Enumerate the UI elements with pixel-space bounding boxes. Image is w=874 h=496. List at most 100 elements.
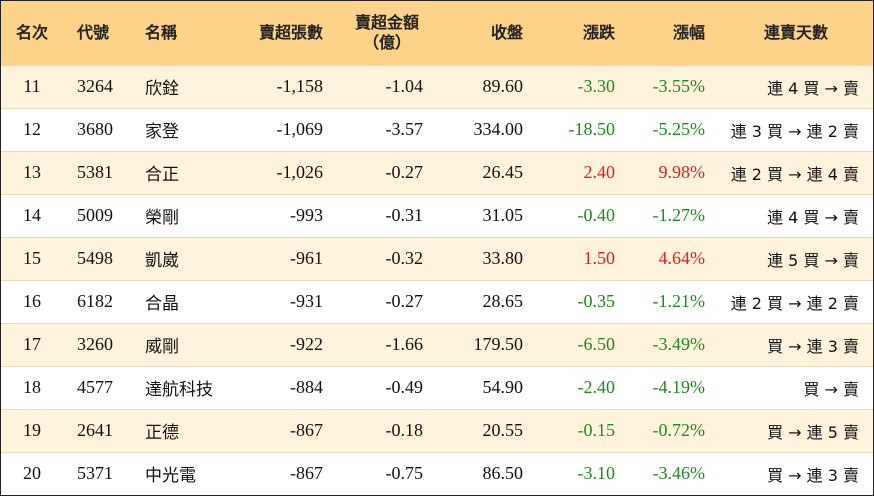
- cell-close: 20.55: [437, 408, 537, 452]
- cell-name: 榮剛: [133, 193, 237, 237]
- header-net-sell-amount: 賣超金額 （億）: [337, 1, 437, 65]
- table-row: 15 5498 凱崴 -961 -0.32 33.80 1.50 4.64% 連 5 買 → 賣: [1, 236, 873, 280]
- header-net-sell-lots: 賣超張數: [258, 22, 323, 42]
- cell-net-sell-amount: -0.75: [337, 451, 437, 495]
- cell-streak: 連 4 買 → 賣: [719, 64, 873, 108]
- cell-net-sell-amount: -0.27: [337, 279, 437, 323]
- cell-net-sell-lots: -922: [237, 322, 337, 366]
- cell-change-pct: -3.55%: [629, 64, 719, 108]
- header-net-sell-amount-line2: （億）: [362, 32, 411, 52]
- header-rank: 名次: [15, 22, 48, 42]
- cell-streak: 買 → 賣: [719, 365, 873, 409]
- cell-rank: 11: [1, 64, 63, 108]
- table-row: 17 3260 威剛 -922 -1.66 179.50 -6.50 -3.49% 買 → 連 …: [1, 322, 873, 366]
- cell-net-sell-lots: -993: [237, 193, 337, 237]
- cell-net-sell-lots: -931: [237, 279, 337, 323]
- cell-name: 合正: [133, 150, 237, 194]
- cell-rank: 12: [1, 107, 63, 151]
- cell-rank: 20: [1, 451, 63, 495]
- cell-change: -3.10: [537, 451, 629, 495]
- table-row: 18 4577 達航科技 -884 -0.49 54.90 -2.40 -4.19% 買 → 賣: [1, 365, 873, 409]
- cell-code: 3260: [63, 322, 133, 366]
- cell-net-sell-lots: -1,026: [237, 150, 337, 194]
- cell-name: 正德: [133, 408, 237, 452]
- cell-close: 334.00: [437, 107, 537, 151]
- cell-change-pct: -1.27%: [629, 193, 719, 237]
- cell-change: -0.40: [537, 193, 629, 237]
- cell-net-sell-amount: -0.32: [337, 236, 437, 280]
- cell-change: -0.35: [537, 279, 629, 323]
- cell-net-sell-lots: -867: [237, 408, 337, 452]
- cell-code: 5009: [63, 193, 133, 237]
- cell-rank: 13: [1, 150, 63, 194]
- cell-rank: 15: [1, 236, 63, 280]
- cell-net-sell-amount: -0.31: [337, 193, 437, 237]
- cell-change: 2.40: [537, 150, 629, 194]
- cell-change: -0.15: [537, 408, 629, 452]
- cell-net-sell-lots: -1,069: [237, 107, 337, 151]
- header-net-sell-amount-line1: 賣超金額: [354, 12, 419, 32]
- cell-change-pct: 9.98%: [629, 150, 719, 194]
- cell-code: 5381: [63, 150, 133, 194]
- cell-net-sell-lots: -867: [237, 451, 337, 495]
- cell-change: -3.30: [537, 64, 629, 108]
- cell-net-sell-lots: -884: [237, 365, 337, 409]
- cell-streak: 連 4 買 → 賣: [719, 193, 873, 237]
- cell-streak: 連 5 買 → 賣: [719, 236, 873, 280]
- table-row: 12 3680 家登 -1,069 -3.57 334.00 -18.50 -5.25% 連 3…: [1, 107, 873, 151]
- table-row: 19 2641 正德 -867 -0.18 20.55 -0.15 -0.72% 買 → 連 5…: [1, 408, 873, 452]
- cell-streak: 連 2 買 → 連 2 賣: [719, 279, 873, 323]
- cell-net-sell-amount: -3.57: [337, 107, 437, 151]
- cell-name: 家登: [133, 107, 237, 151]
- cell-change: -6.50: [537, 322, 629, 366]
- cell-net-sell-lots: -1,158: [237, 64, 337, 108]
- header-change: 漲跌: [582, 22, 615, 42]
- cell-net-sell-amount: -0.49: [337, 365, 437, 409]
- cell-close: 26.45: [437, 150, 537, 194]
- cell-close: 89.60: [437, 64, 537, 108]
- cell-rank: 17: [1, 322, 63, 366]
- table-row: 16 6182 合晶 -931 -0.27 28.65 -0.35 -1.21% 連 2 買 →…: [1, 279, 873, 323]
- cell-code: 5498: [63, 236, 133, 280]
- header-name: 名稱: [145, 22, 178, 42]
- table-row: 14 5009 榮剛 -993 -0.31 31.05 -0.40 -1.27% 連 4 買 →…: [1, 193, 873, 237]
- header-streak: 連賣天數: [763, 22, 828, 42]
- cell-net-sell-amount: -0.18: [337, 408, 437, 452]
- cell-streak: 連 3 買 → 連 2 賣: [719, 107, 873, 151]
- cell-change-pct: -3.49%: [629, 322, 719, 366]
- cell-code: 5371: [63, 451, 133, 495]
- header-change-pct: 漲幅: [672, 22, 705, 42]
- cell-name: 中光電: [133, 451, 237, 495]
- cell-change: -2.40: [537, 365, 629, 409]
- cell-name: 合晶: [133, 279, 237, 323]
- cell-change-pct: 4.64%: [629, 236, 719, 280]
- cell-net-sell-amount: -0.27: [337, 150, 437, 194]
- cell-rank: 18: [1, 365, 63, 409]
- cell-rank: 14: [1, 193, 63, 237]
- cell-code: 3264: [63, 64, 133, 108]
- cell-close: 54.90: [437, 365, 537, 409]
- cell-code: 3680: [63, 107, 133, 151]
- cell-change-pct: -3.46%: [629, 451, 719, 495]
- cell-change: 1.50: [537, 236, 629, 280]
- header-code: 代號: [77, 22, 110, 42]
- cell-close: 86.50: [437, 451, 537, 495]
- cell-change-pct: -0.72%: [629, 408, 719, 452]
- cell-name: 達航科技: [133, 365, 237, 409]
- table-row: 20 5371 中光電 -867 -0.75 86.50 -3.10 -3.46% 買 → 連 …: [1, 451, 873, 495]
- cell-rank: 16: [1, 279, 63, 323]
- cell-net-sell-amount: -1.66: [337, 322, 437, 366]
- table-row: 13 5381 合正 -1,026 -0.27 26.45 2.40 9.98% 連 2 買 →…: [1, 150, 873, 194]
- cell-change-pct: -4.19%: [629, 365, 719, 409]
- cell-close: 28.65: [437, 279, 537, 323]
- cell-name: 欣銓: [133, 64, 237, 108]
- cell-change-pct: -5.25%: [629, 107, 719, 151]
- cell-close: 31.05: [437, 193, 537, 237]
- cell-change-pct: -1.21%: [629, 279, 719, 323]
- cell-streak: 買 → 連 5 賣: [719, 408, 873, 452]
- cell-streak: 連 2 買 → 連 4 賣: [719, 150, 873, 194]
- cell-code: 2641: [63, 408, 133, 452]
- table-row: 11 3264 欣銓 -1,158 -1.04 89.60 -3.30 -3.55% 連 4 買…: [1, 64, 873, 108]
- cell-name: 凱崴: [133, 236, 237, 280]
